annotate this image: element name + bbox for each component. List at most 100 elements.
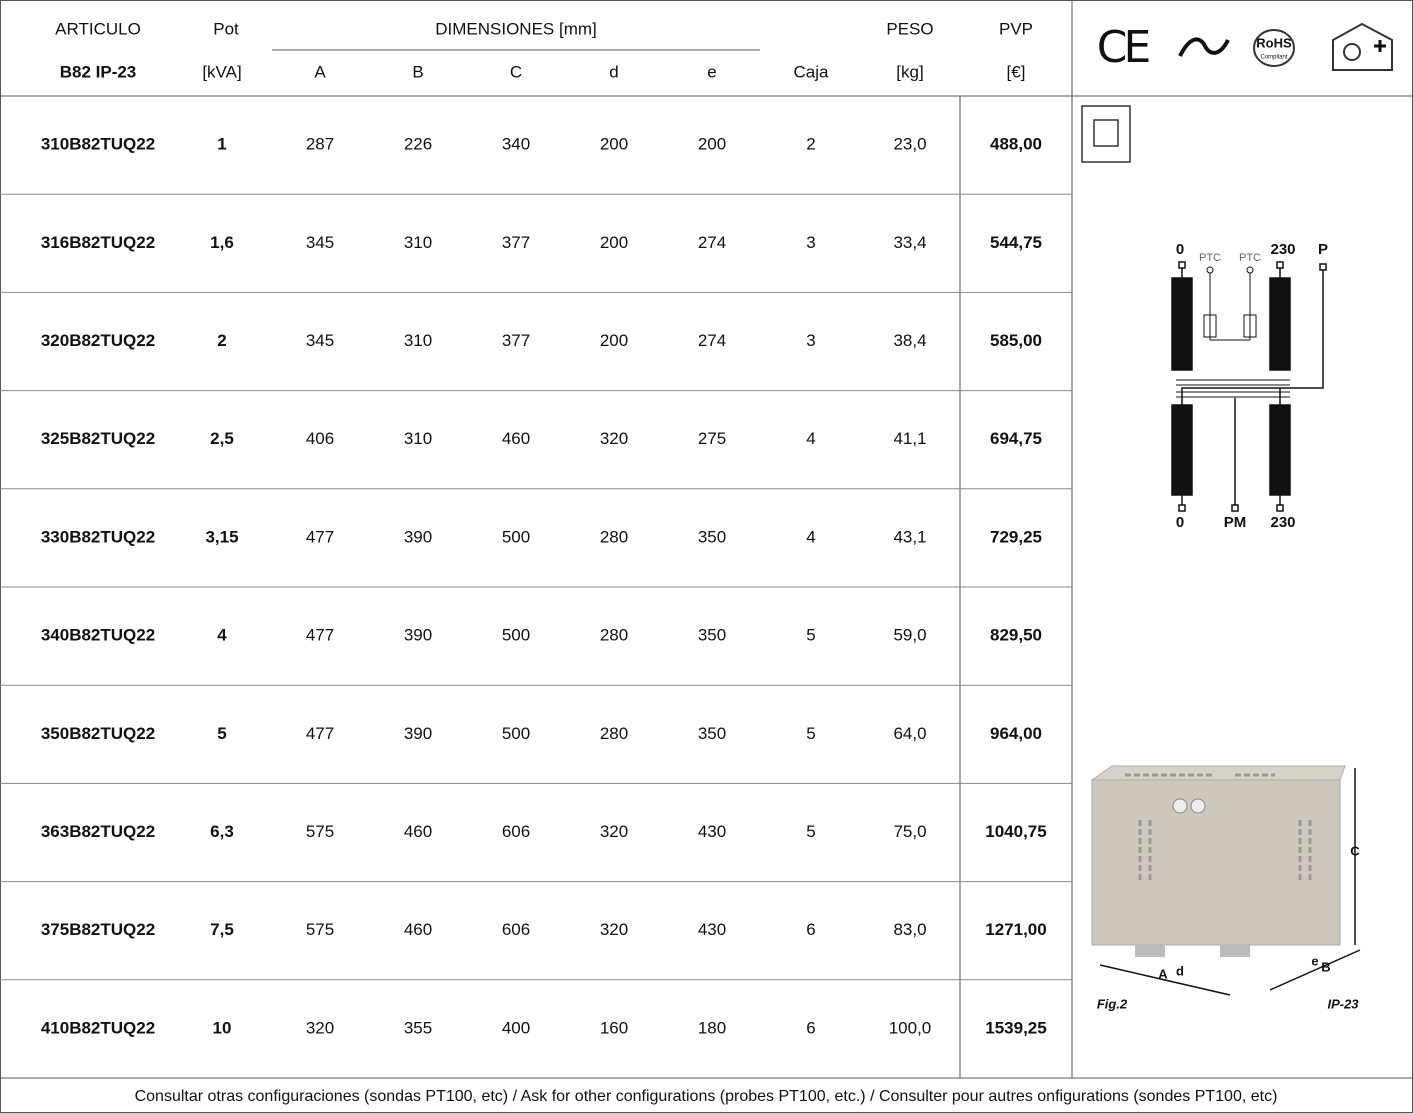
vents xyxy=(1125,773,1312,880)
table-cell: 83,0 xyxy=(893,920,926,939)
dimension-lines xyxy=(1099,768,1361,996)
header-unit: e xyxy=(707,62,716,81)
table-cell: 460 xyxy=(404,920,432,939)
dimension-label: B xyxy=(1321,959,1330,974)
rohs-subtext: Compliant xyxy=(1260,55,1287,61)
table-cell: 180 xyxy=(698,1018,726,1037)
rohs-badge xyxy=(1253,29,1295,67)
transformer-symbol xyxy=(1343,43,1361,61)
table-cell: 390 xyxy=(404,527,432,546)
header-label: PVP xyxy=(999,19,1033,38)
rohs-text: RoHS xyxy=(1256,35,1292,50)
table-cell: 200 xyxy=(600,331,628,350)
table-cell: 350 xyxy=(698,527,726,546)
table-cell: 477 xyxy=(306,724,334,743)
table-cell: 10 xyxy=(213,1018,232,1037)
table-cell: 575 xyxy=(306,822,334,841)
table-cell: 4 xyxy=(217,626,227,645)
dimension-label: C xyxy=(1350,843,1360,858)
table-cell: 7,5 xyxy=(210,920,234,939)
table-cell: 460 xyxy=(404,822,432,841)
table-cell: 488,00 xyxy=(990,135,1042,154)
table-cell: 226 xyxy=(404,135,432,154)
coil xyxy=(1269,404,1291,496)
table-cell: 59,0 xyxy=(893,626,926,645)
table-cell: 1539,25 xyxy=(985,1018,1046,1037)
table-cell: 4 xyxy=(806,527,815,546)
table-cell: 5 xyxy=(806,822,815,841)
foot xyxy=(1220,945,1250,957)
table-cell: 2,5 xyxy=(210,429,234,448)
ptc-terminal xyxy=(1246,266,1254,274)
table-cell: 4 xyxy=(806,429,815,448)
table-cell: 350 xyxy=(698,724,726,743)
table-cell: 320 xyxy=(600,920,628,939)
header-unit: d xyxy=(609,62,618,81)
wiring-diagram xyxy=(1171,261,1327,512)
table-cell: 320B82TUQ22 xyxy=(41,331,155,350)
diagram-label: PTC xyxy=(1239,252,1261,264)
dimension-label: d xyxy=(1176,963,1184,978)
table-cell: 363B82TUQ22 xyxy=(41,822,155,841)
table-cell: 500 xyxy=(502,527,530,546)
diagram-label: PM xyxy=(1224,514,1247,531)
table-cell: 3 xyxy=(806,233,815,252)
table-cell: 606 xyxy=(502,822,530,841)
table-cell: 41,1 xyxy=(893,429,926,448)
diagram-label: 230 xyxy=(1270,241,1295,258)
header-unit: Caja xyxy=(794,62,830,81)
table-cell: 6 xyxy=(806,1018,815,1037)
table-cell: 375B82TUQ22 xyxy=(41,920,155,939)
table-cell: 964,00 xyxy=(990,724,1042,743)
table-cell: 410B82TUQ22 xyxy=(41,1018,155,1037)
table-cell: 100,0 xyxy=(889,1018,932,1037)
table-cell: 355 xyxy=(404,1018,432,1037)
table-cell: 390 xyxy=(404,626,432,645)
header-label: DIMENSIONES [mm] xyxy=(435,19,597,38)
table-cell: 345 xyxy=(306,331,334,350)
table-cell: 377 xyxy=(502,233,530,252)
ac-symbol xyxy=(1178,37,1230,57)
table-cell: 350 xyxy=(698,626,726,645)
table-cell: 5 xyxy=(806,626,815,645)
table-cell: 1271,00 xyxy=(985,920,1046,939)
table-cell: 310 xyxy=(404,429,432,448)
table-cell: 43,1 xyxy=(893,527,926,546)
diagram-label: PTC xyxy=(1199,252,1221,264)
table-cell: 5 xyxy=(217,724,226,743)
table-cell: 280 xyxy=(600,626,628,645)
enclosure-figure xyxy=(1090,765,1361,996)
table-cell: 400 xyxy=(502,1018,530,1037)
header-label: Pot xyxy=(213,19,239,38)
ptc xyxy=(1203,314,1217,338)
ptc-terminal xyxy=(1206,266,1214,274)
table-cell: 320 xyxy=(600,822,628,841)
table-cell: 274 xyxy=(698,331,726,350)
table-cell: 3,15 xyxy=(205,527,238,546)
table-cell: 200 xyxy=(600,233,628,252)
table-cell: 320 xyxy=(600,429,628,448)
header-unit: C xyxy=(510,62,522,81)
table-cell: 23,0 xyxy=(893,135,926,154)
header-unit: [kg] xyxy=(896,62,923,81)
terminal xyxy=(1231,504,1239,512)
table-cell: 544,75 xyxy=(990,233,1042,252)
house-icon xyxy=(1332,22,1393,71)
table-cell: 310 xyxy=(404,233,432,252)
table-cell: 3 xyxy=(806,331,815,350)
inner-square xyxy=(1093,119,1119,147)
table-cell: 64,0 xyxy=(893,724,926,743)
table-cell: 6 xyxy=(806,920,815,939)
table-cell: 2 xyxy=(217,331,226,350)
table-cell: 430 xyxy=(698,920,726,939)
ce-mark: CE xyxy=(1097,22,1149,73)
table-cell: 1,6 xyxy=(210,233,234,252)
dimension-label: e xyxy=(1311,953,1318,968)
table-cell: 280 xyxy=(600,724,628,743)
table-cell: 38,4 xyxy=(893,331,926,350)
figure-caption: Fig.2 xyxy=(1097,996,1128,1011)
box-front xyxy=(1091,779,1341,946)
table-cell: 275 xyxy=(698,429,726,448)
table-cell: 325B82TUQ22 xyxy=(41,429,155,448)
table-cell: 75,0 xyxy=(893,822,926,841)
